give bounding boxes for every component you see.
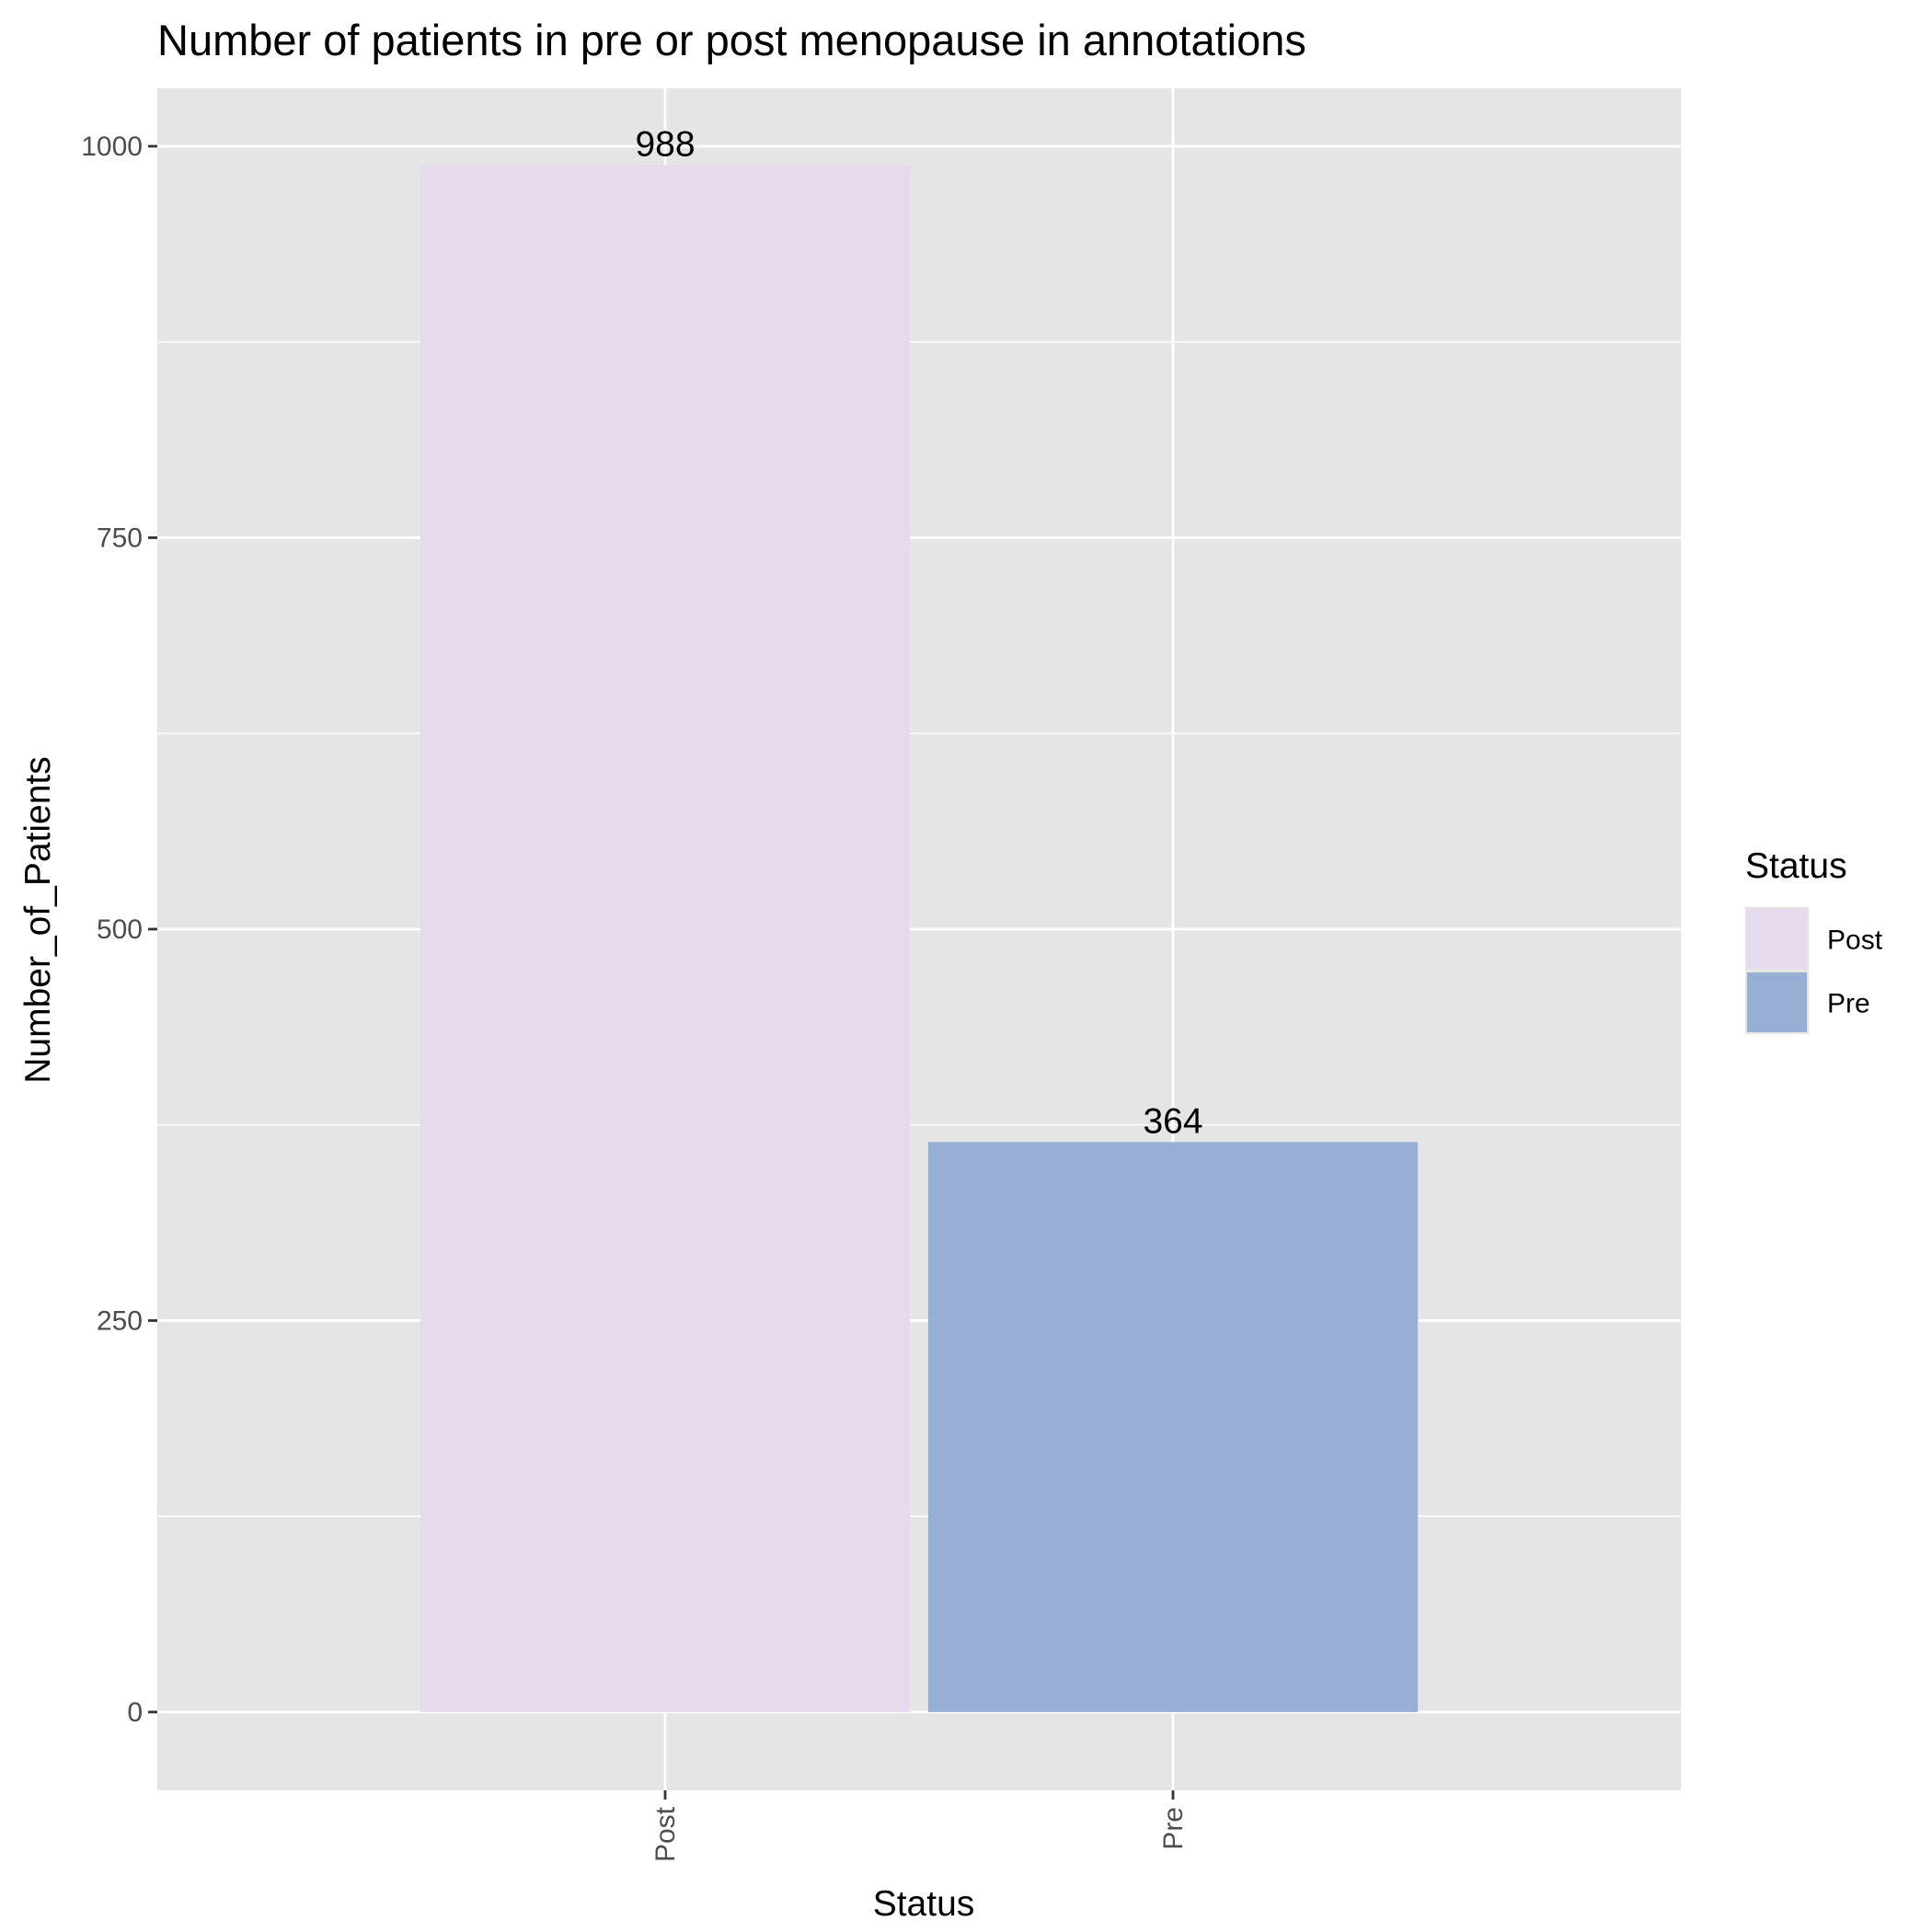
legend-label-pre: Pre [1827, 989, 1870, 1019]
x-axis: Post Pre [650, 1790, 1189, 1862]
legend-swatch-post [1747, 909, 1807, 969]
x-tick-label-post: Post [650, 1806, 681, 1862]
legend-swatch-pre [1747, 972, 1807, 1032]
plot-panel [157, 88, 1681, 1790]
y-tick-label-750: 750 [97, 523, 143, 553]
legend: Status Post Pre [1745, 846, 1883, 1034]
y-axis-title: Number_of_Patients [18, 756, 58, 1084]
data-label-post: 988 [635, 124, 695, 164]
y-tick-label-1000: 1000 [81, 132, 143, 162]
legend-label-post: Post [1827, 926, 1883, 956]
y-tick-label-0: 0 [127, 1697, 143, 1728]
data-label-pre: 364 [1143, 1101, 1202, 1141]
x-tick-label-pre: Pre [1158, 1807, 1189, 1850]
y-tick-label-500: 500 [97, 914, 143, 945]
data-labels: 988 364 [635, 124, 1202, 1141]
chart-title: Number of patients in pre or post menopa… [157, 16, 1306, 64]
y-axis: 0 250 500 750 1000 [81, 132, 157, 1728]
x-axis-title: Status [873, 1884, 975, 1924]
bar-pre [927, 1142, 1419, 1712]
bars [420, 165, 1419, 1712]
legend-title: Status [1745, 846, 1847, 886]
minor-gridlines [157, 341, 1681, 1517]
bar-post [420, 165, 911, 1712]
y-tick-label-250: 250 [97, 1305, 143, 1336]
